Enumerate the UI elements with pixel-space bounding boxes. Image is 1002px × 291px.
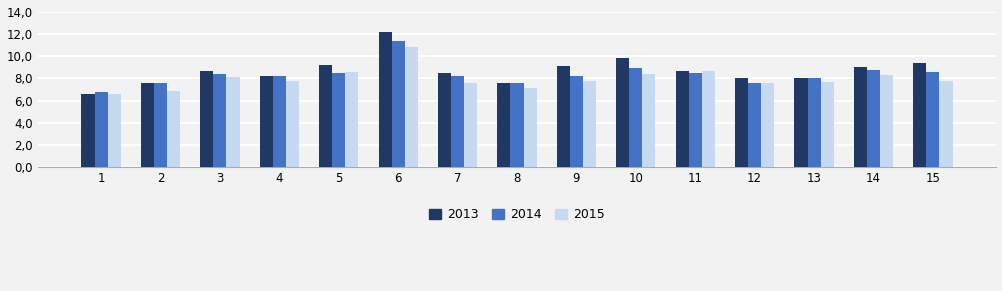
Bar (332, 73, 345, 167)
Bar (81, 94, 94, 167)
Bar (286, 81, 299, 167)
Bar (438, 73, 451, 167)
Bar (140, 83, 154, 167)
Bar (451, 76, 464, 167)
Bar (200, 71, 213, 167)
Bar (319, 65, 332, 167)
Bar (628, 68, 641, 167)
Bar (675, 71, 688, 167)
Bar (94, 92, 107, 167)
Bar (734, 79, 747, 167)
Bar (260, 76, 273, 167)
Bar (866, 70, 879, 167)
Bar (378, 32, 391, 167)
Bar (226, 77, 239, 167)
Bar (747, 83, 761, 167)
Bar (926, 72, 939, 167)
Bar (853, 67, 866, 167)
Bar (794, 79, 807, 167)
Bar (556, 66, 569, 167)
Bar (641, 74, 654, 167)
Bar (701, 71, 714, 167)
Bar (569, 76, 582, 167)
Bar (154, 83, 167, 167)
Bar (213, 74, 226, 167)
Bar (913, 63, 926, 167)
Bar (167, 91, 180, 167)
Bar (879, 75, 892, 167)
Bar (510, 83, 523, 167)
Bar (391, 41, 404, 167)
Bar (523, 88, 536, 167)
Bar (273, 76, 286, 167)
Bar (688, 73, 701, 167)
Bar (345, 72, 358, 167)
Bar (615, 58, 628, 167)
Bar (107, 94, 120, 167)
Bar (404, 47, 418, 167)
Bar (497, 83, 510, 167)
Bar (582, 81, 595, 167)
Bar (939, 81, 952, 167)
Bar (807, 79, 820, 167)
Legend: 2013, 2014, 2015: 2013, 2014, 2015 (424, 203, 609, 226)
Bar (820, 82, 833, 167)
Bar (464, 83, 477, 167)
Bar (761, 83, 774, 167)
